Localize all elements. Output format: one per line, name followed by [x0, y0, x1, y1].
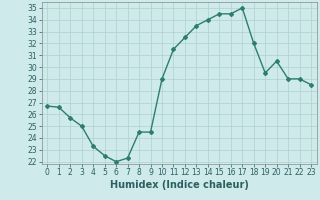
X-axis label: Humidex (Indice chaleur): Humidex (Indice chaleur)	[110, 180, 249, 190]
